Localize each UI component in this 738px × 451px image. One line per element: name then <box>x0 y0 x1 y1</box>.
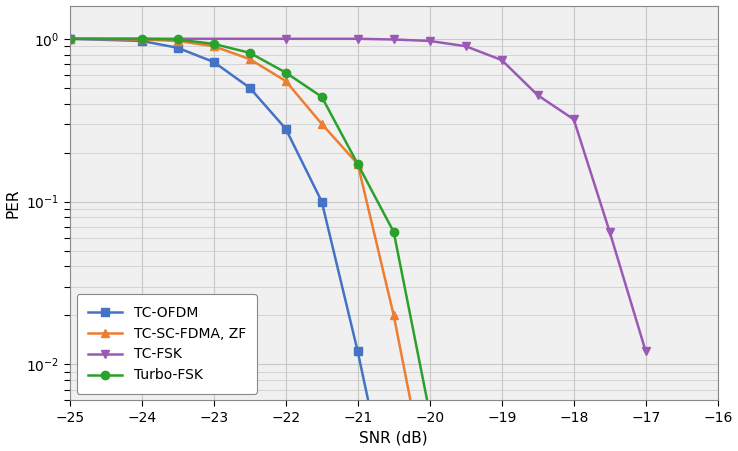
TC-OFDM <box>137 38 146 44</box>
Turbo-FSK <box>65 36 74 41</box>
TC-OFDM <box>317 199 326 204</box>
TC-FSK <box>605 229 614 235</box>
TC-FSK <box>641 349 650 354</box>
TC-SC-FDMA, ZF <box>354 161 362 167</box>
TC-SC-FDMA, ZF <box>173 38 182 44</box>
Legend: TC-OFDM, TC-SC-FDMA, ZF, TC-FSK, Turbo-FSK: TC-OFDM, TC-SC-FDMA, ZF, TC-FSK, Turbo-F… <box>77 295 257 394</box>
Line: TC-FSK: TC-FSK <box>66 35 650 356</box>
TC-OFDM <box>65 36 74 41</box>
TC-FSK <box>569 117 578 122</box>
TC-FSK <box>497 57 506 63</box>
TC-FSK <box>534 92 542 98</box>
TC-OFDM <box>354 349 362 354</box>
Turbo-FSK <box>354 161 362 167</box>
Turbo-FSK <box>425 411 434 416</box>
TC-SC-FDMA, ZF <box>281 78 290 84</box>
TC-SC-FDMA, ZF <box>137 37 146 42</box>
TC-OFDM <box>173 45 182 51</box>
TC-SC-FDMA, ZF <box>390 313 399 318</box>
Y-axis label: PER: PER <box>6 188 21 218</box>
TC-SC-FDMA, ZF <box>317 121 326 127</box>
TC-FSK <box>425 38 434 44</box>
Turbo-FSK <box>210 41 218 46</box>
TC-SC-FDMA, ZF <box>245 56 254 62</box>
Turbo-FSK <box>173 37 182 42</box>
Turbo-FSK <box>245 50 254 55</box>
TC-OFDM <box>281 126 290 132</box>
Turbo-FSK <box>317 94 326 100</box>
X-axis label: SNR (dB): SNR (dB) <box>359 430 428 446</box>
TC-OFDM <box>245 85 254 91</box>
Line: TC-OFDM: TC-OFDM <box>66 35 398 451</box>
Line: TC-SC-FDMA, ZF: TC-SC-FDMA, ZF <box>66 35 434 451</box>
TC-OFDM <box>210 59 218 64</box>
Line: Turbo-FSK: Turbo-FSK <box>66 35 470 451</box>
TC-FSK <box>281 36 290 41</box>
TC-SC-FDMA, ZF <box>65 36 74 41</box>
TC-FSK <box>461 44 470 49</box>
TC-FSK <box>65 36 74 41</box>
TC-FSK <box>390 37 399 42</box>
Turbo-FSK <box>137 36 146 41</box>
TC-SC-FDMA, ZF <box>210 44 218 49</box>
Turbo-FSK <box>390 229 399 235</box>
Turbo-FSK <box>281 70 290 75</box>
TC-FSK <box>354 36 362 41</box>
